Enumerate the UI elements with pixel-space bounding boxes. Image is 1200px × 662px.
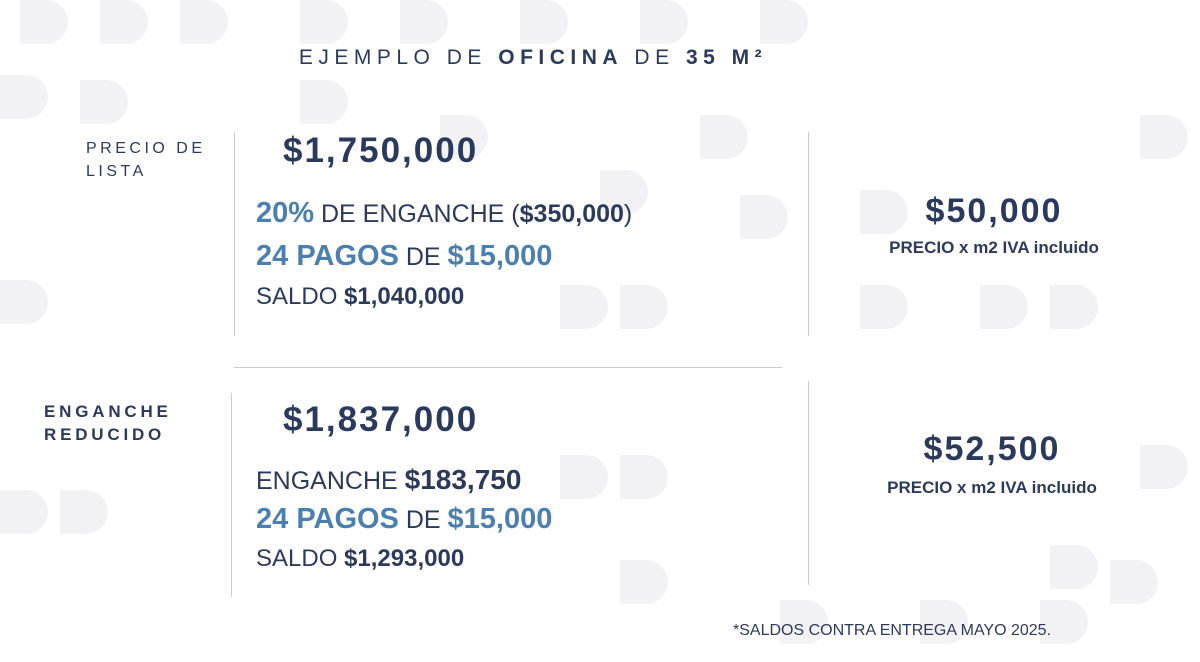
list-down-payment: 20% DE ENGANCHE ($350,000)	[256, 197, 632, 230]
row-label-reduced: ENGANCHE REDUCIDO	[44, 400, 172, 446]
list-payments: 24 PAGOS DE $15,000	[256, 240, 552, 273]
down-payment-close: )	[623, 200, 633, 228]
balance-label: SALDO	[256, 283, 338, 310]
divider-horizontal	[234, 367, 782, 368]
payments-amount: $15,000	[447, 503, 553, 535]
list-total-price: $1,750,000	[283, 131, 479, 170]
reduced-down-payment: ENGANCHE $183,750	[256, 464, 521, 496]
payments-count: 24 PAGOS	[256, 240, 399, 272]
row-label-list-price: PRECIO DE LISTA	[86, 137, 206, 183]
down-payment-percent: 20%	[256, 197, 315, 229]
payments-de: DE	[405, 506, 441, 534]
reduced-m2-note: PRECIO x m2 IVA incluido	[887, 478, 1097, 497]
title-bold: OFICINA	[498, 46, 624, 69]
balance-label: SALDO	[256, 545, 338, 572]
reduced-m2-price: $52,500	[923, 430, 1061, 468]
down-payment-amount: $350,000	[519, 200, 624, 228]
divider-right-bottom	[808, 381, 809, 585]
list-m2-price: $50,000	[925, 192, 1063, 230]
balance-amount: $1,040,000	[344, 283, 465, 310]
reduced-payments: 24 PAGOS DE $15,000	[256, 503, 552, 536]
payments-de: DE	[405, 243, 441, 271]
balance-amount: $1,293,000	[344, 545, 465, 572]
list-m2-note: PRECIO x m2 IVA incluido	[889, 238, 1099, 257]
page-title: EJEMPLO DE OFICINA DE 35 M²	[0, 46, 1066, 70]
divider-right-top	[808, 132, 809, 336]
payments-count: 24 PAGOS	[256, 503, 399, 535]
reduced-total-price: $1,837,000	[283, 400, 479, 439]
row-label-line2: REDUCIDO	[44, 425, 166, 444]
divider-left-top	[234, 132, 235, 336]
payments-amount: $15,000	[447, 240, 553, 272]
title-size: 35 M²	[685, 46, 768, 69]
title-prefix: EJEMPLO DE	[298, 46, 487, 69]
reduced-balance: SALDO $1,293,000	[256, 545, 464, 573]
footnote: *SALDOS CONTRA ENTREGA MAYO 2025.	[733, 622, 1052, 639]
down-payment-label: ENGANCHE	[256, 467, 398, 495]
down-payment-amount: $183,750	[404, 464, 522, 495]
title-middle: DE	[634, 46, 675, 69]
divider-left-bottom	[231, 393, 232, 597]
row-label-line2: LISTA	[86, 163, 147, 180]
row-label-line1: ENGANCHE	[44, 402, 172, 421]
down-payment-text: DE ENGANCHE (	[321, 200, 520, 228]
list-balance: SALDO $1,040,000	[256, 283, 464, 311]
row-label-line1: PRECIO DE	[86, 140, 206, 157]
